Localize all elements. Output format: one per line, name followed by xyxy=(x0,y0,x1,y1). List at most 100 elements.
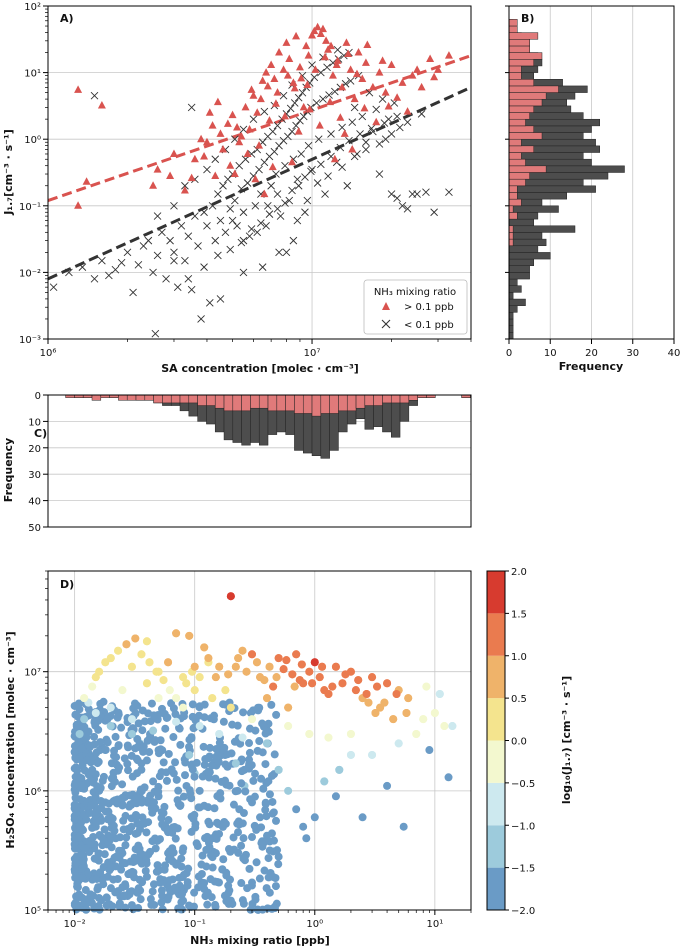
panel-b-bar xyxy=(508,145,534,153)
panel-d-point xyxy=(175,723,184,732)
panel-d-point xyxy=(77,781,86,790)
panel-c-bar xyxy=(346,394,357,412)
panel-a-x-marker xyxy=(228,216,237,225)
panel-a-x-marker xyxy=(173,283,182,291)
panel-b-bar xyxy=(508,178,526,187)
panel-a-x-marker xyxy=(417,110,426,118)
panel-d-point xyxy=(106,654,115,663)
panel-d-point xyxy=(121,841,130,850)
panel-a-x-marker xyxy=(170,256,178,265)
panel-d-point xyxy=(282,656,291,665)
panel-a-x-marker xyxy=(358,112,367,121)
panel-d-ytick-label: 10⁶ xyxy=(24,787,41,798)
panel-d-point xyxy=(70,747,79,756)
panel-b-bar xyxy=(508,158,526,167)
x-marker-stroke xyxy=(338,123,346,132)
panel-d-point xyxy=(271,882,280,891)
x-marker-stroke xyxy=(298,88,307,97)
panel-d-point xyxy=(128,867,137,876)
panel-d-point xyxy=(172,694,181,703)
panel-a-fit-line xyxy=(47,86,472,281)
panel-a-x-marker xyxy=(273,190,282,198)
panel-d-point xyxy=(284,703,293,712)
panel-d-point xyxy=(156,736,165,745)
panel-d-point xyxy=(256,813,265,822)
panel-a-x-marker xyxy=(166,236,174,245)
panel-c-bars xyxy=(65,394,471,459)
x-marker-stroke xyxy=(117,258,126,267)
panel-a-triangle-marker xyxy=(271,99,280,107)
panel-c-bar xyxy=(320,394,330,414)
panel-d-point xyxy=(168,857,177,866)
panel-d-point xyxy=(221,760,230,769)
panel-d-point xyxy=(187,734,196,743)
panel-d-point xyxy=(107,863,116,872)
x-marker-stroke xyxy=(294,93,303,102)
panel-d-point xyxy=(100,825,109,834)
x-marker-stroke xyxy=(294,181,303,190)
panel-a-x-marker xyxy=(301,208,309,217)
panel-b-bar xyxy=(508,39,530,47)
colorbar-tick-label: −1.0 xyxy=(511,821,535,832)
panel-a-triangle-marker xyxy=(375,68,384,76)
panel-a-x-marker xyxy=(247,225,256,233)
panel-d-point xyxy=(127,715,136,724)
panel-a-triangle-marker xyxy=(360,103,369,112)
panel-d-point xyxy=(74,833,83,842)
panel-a-triangle-marker xyxy=(275,48,284,56)
colorbar-tick-label: −0.5 xyxy=(511,779,535,790)
panel-a-x-marker xyxy=(290,99,299,107)
panel-d-point xyxy=(82,756,91,765)
panel-d-point xyxy=(160,802,169,811)
panel-b-bar xyxy=(508,59,534,67)
panel-d-point xyxy=(135,847,144,856)
panel-d-point xyxy=(99,772,108,781)
panel-b-bar xyxy=(508,105,534,113)
panel-a-triangle-marker xyxy=(169,149,178,157)
panel-c-ytick-label: 0 xyxy=(35,391,41,402)
panel-d-point xyxy=(131,810,140,819)
panel-a-x-marker xyxy=(245,232,254,240)
panel-a-triangle-marker xyxy=(384,101,393,110)
panel-a-x-marker xyxy=(233,222,241,230)
x-marker-stroke xyxy=(105,271,113,280)
panel-d-points xyxy=(70,592,457,914)
panel-d-point xyxy=(269,873,278,882)
panel-d-point xyxy=(368,673,377,682)
panel-d-point xyxy=(297,660,306,669)
x-marker-stroke xyxy=(279,91,288,100)
panel-a-x-marker xyxy=(203,165,211,174)
panel-d-point xyxy=(90,732,99,741)
panel-d-point xyxy=(263,904,272,913)
panel-d-point xyxy=(383,679,392,688)
panel-a-triangle-marker xyxy=(361,58,370,66)
colorbar-cell xyxy=(487,655,505,699)
x-marker-stroke xyxy=(216,295,225,303)
panel-a-x-marker xyxy=(221,228,230,237)
panel-a-x-marker xyxy=(181,256,189,265)
panel-d-point xyxy=(249,776,258,785)
x-marker-stroke xyxy=(265,210,274,218)
panel-a-triangle-marker xyxy=(308,31,317,39)
panel-d-point xyxy=(292,805,301,814)
panel-c-ytick-label: 10 xyxy=(28,417,41,428)
panel-d-point xyxy=(245,864,254,873)
panel-d-point xyxy=(118,780,127,789)
panel-d-point xyxy=(204,654,213,663)
colorbar-cell xyxy=(487,782,505,826)
panel-d-point xyxy=(200,879,209,888)
panel-b-bar xyxy=(508,212,518,220)
x-marker-stroke xyxy=(314,135,323,144)
panel-a-x-marker xyxy=(297,150,306,158)
panel-a-x-marker xyxy=(153,212,162,220)
panel-d-point xyxy=(97,816,106,825)
x-marker-stroke xyxy=(332,158,341,167)
panel-c: 0 10 20 30 40 50 C) Frequency xyxy=(2,391,472,534)
panel-d-point xyxy=(121,880,130,889)
panel-a-triangle-marker xyxy=(233,122,242,131)
panel-d-point xyxy=(117,794,126,803)
panel-a-triangle-marker xyxy=(149,181,158,189)
panel-a-x-marker xyxy=(301,173,309,181)
panel-d-point xyxy=(272,710,281,719)
panel-a-x-marker xyxy=(90,275,99,283)
